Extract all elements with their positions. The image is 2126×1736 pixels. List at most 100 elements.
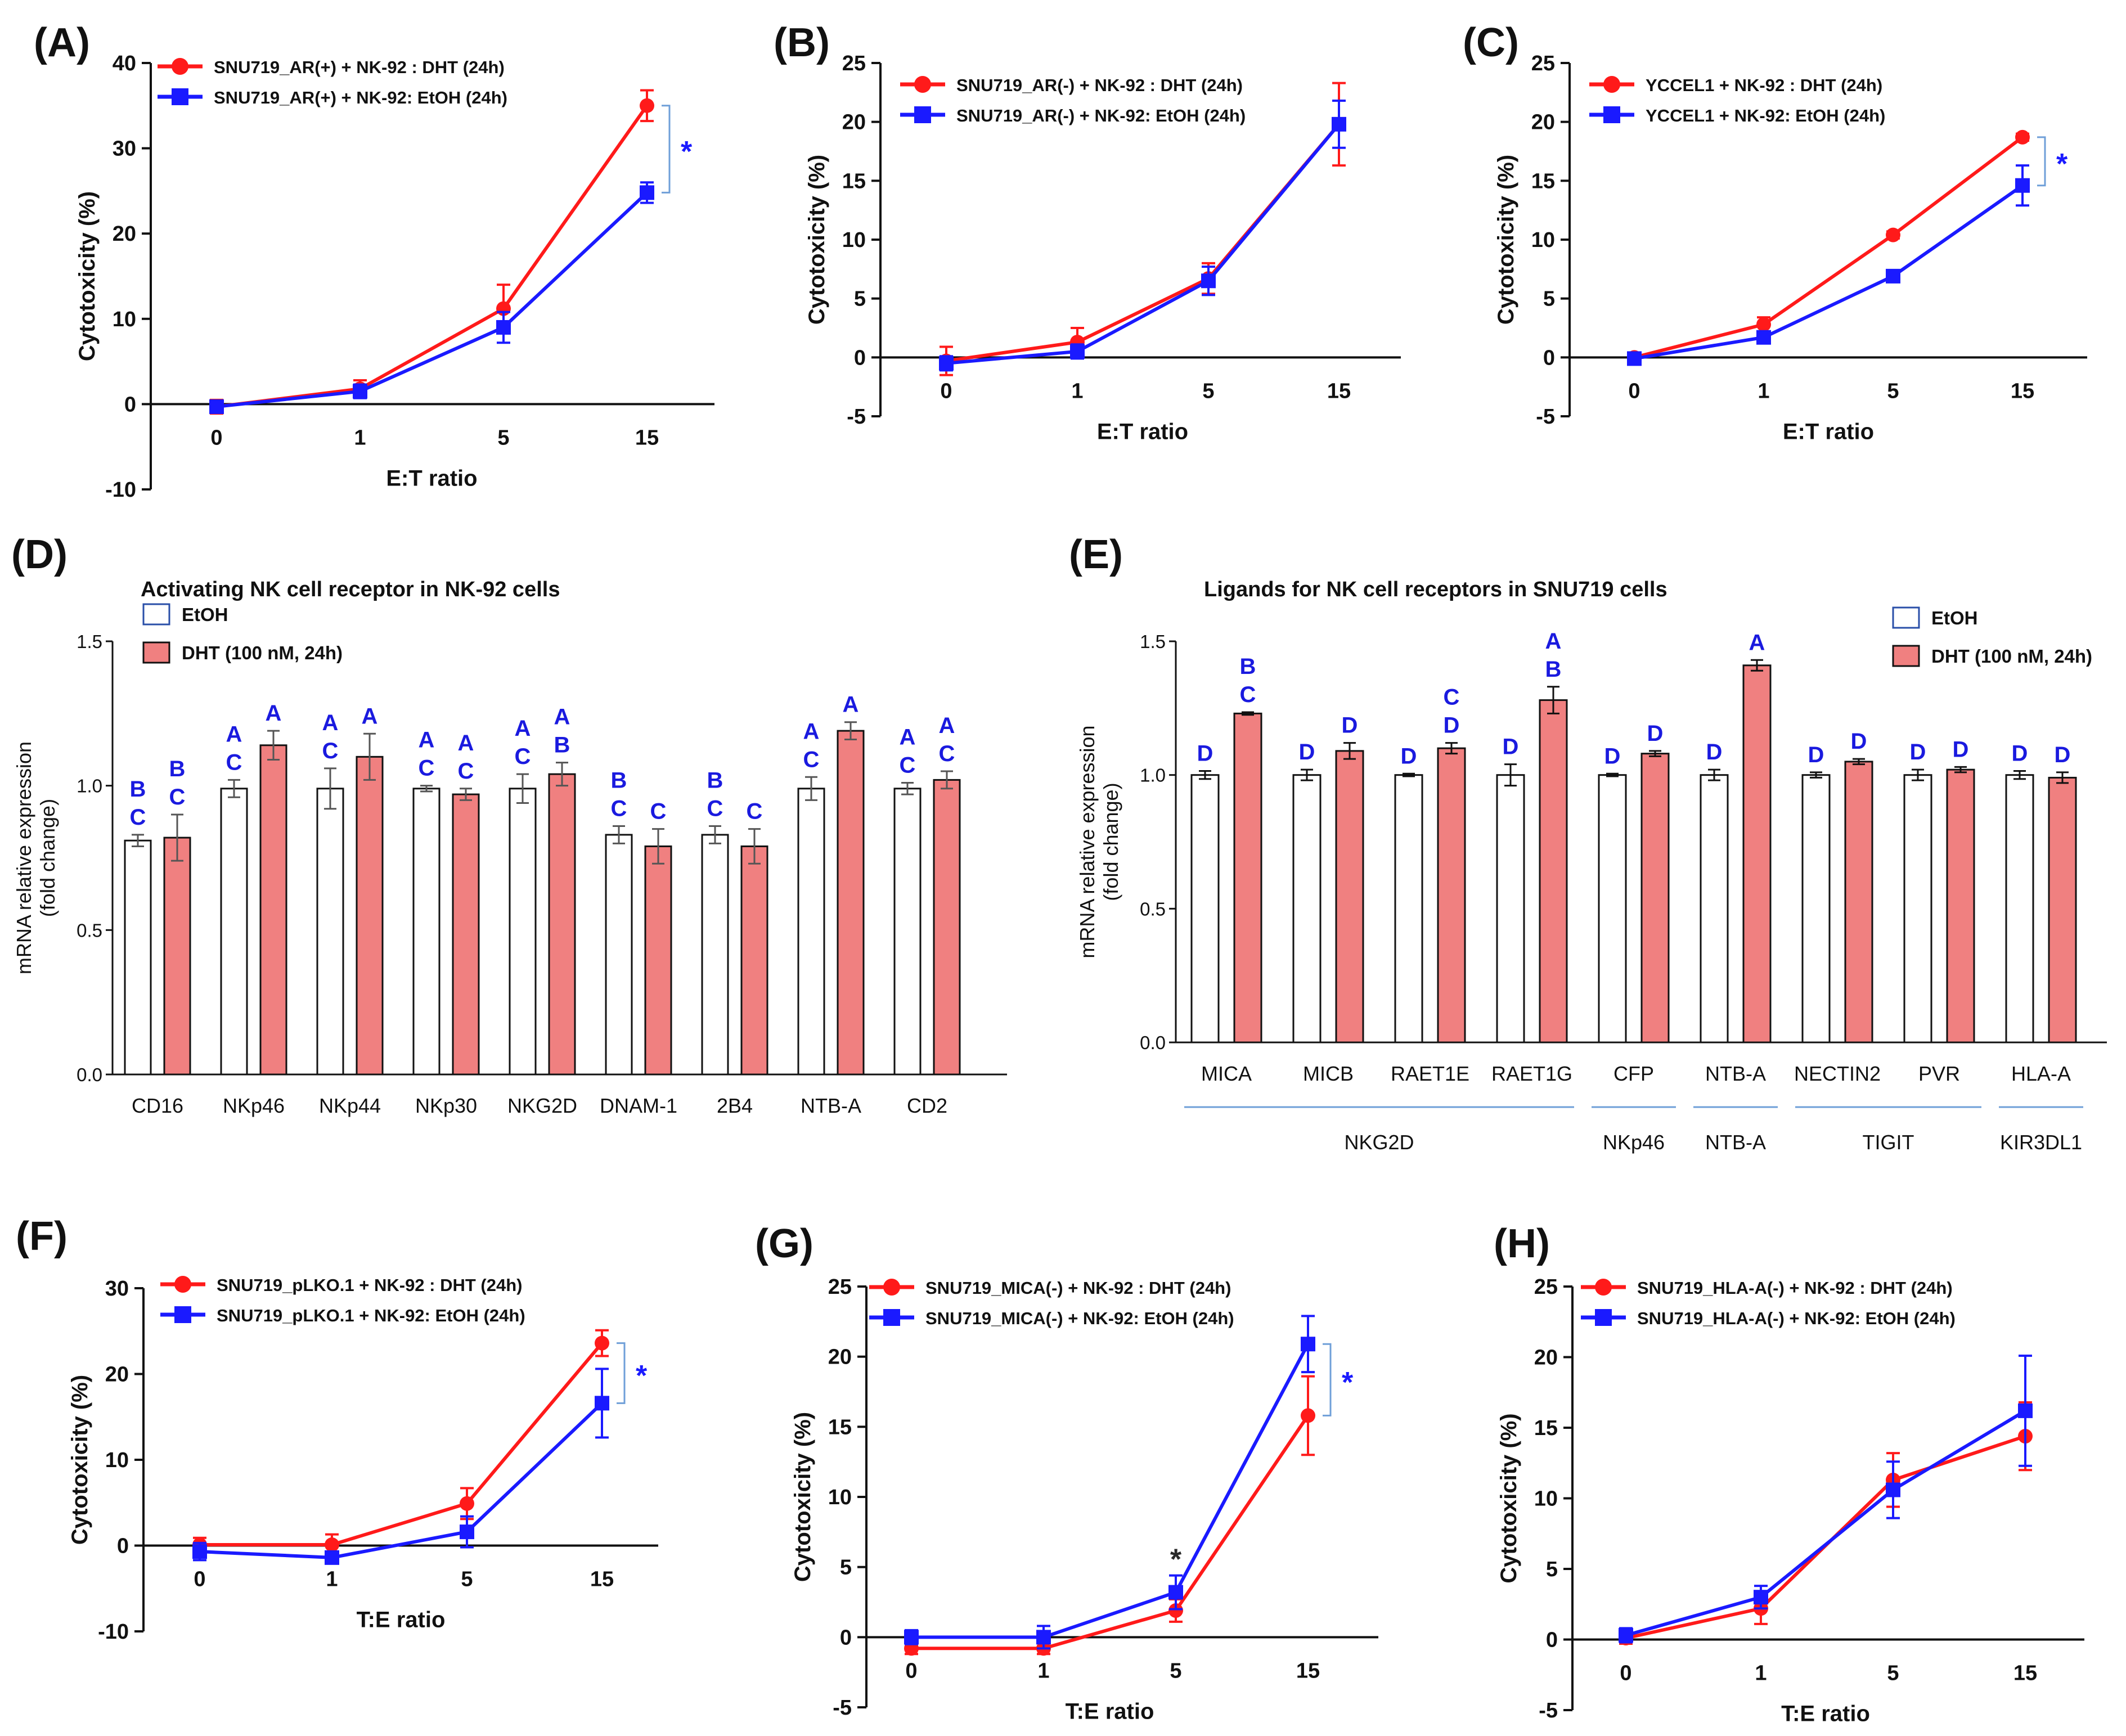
data-point — [939, 356, 954, 371]
y-tick-label: 0 — [1546, 1629, 1558, 1652]
significance-letter: B — [611, 768, 627, 793]
x-tick-label: 0 — [905, 1659, 917, 1683]
y-tick-label: 10 — [828, 1486, 852, 1509]
x-tick-label: 15 — [2013, 1662, 2037, 1685]
bar — [797, 788, 825, 1076]
legend-label: SNU719_HLA-A(-) + NK-92: EtOH (24h) — [1637, 1308, 1956, 1328]
data-point — [192, 1544, 207, 1559]
legend-marker — [1595, 1309, 1612, 1326]
legend-label: SNU719_MICA(-) + NK-92: EtOH (24h) — [925, 1308, 1234, 1328]
series-line — [911, 1343, 1310, 1639]
x-tick-label: 15 — [590, 1568, 614, 1591]
bar — [220, 788, 248, 1076]
group-label: NKG2D — [1344, 1131, 1414, 1154]
legend-swatch — [142, 641, 170, 664]
y-tick-label: 15 — [1534, 1416, 1558, 1440]
y-tick-label: 20 — [105, 1363, 129, 1387]
y-tick-label: 1.0 — [1140, 765, 1166, 786]
panel-label: (E) — [1069, 532, 1123, 577]
y-axis-title: Cytotoxicity (%) — [1494, 155, 1518, 325]
y-tick-label: 0.0 — [1140, 1032, 1166, 1053]
y-tick-label: 0 — [124, 393, 136, 416]
y-axis-title-line: (fold change) — [36, 799, 59, 917]
y-tick-label: 40 — [113, 52, 136, 75]
significance-letter: C — [803, 747, 820, 772]
y-axis-title: Cytotoxicity (%) — [790, 1412, 815, 1582]
legend-swatch — [1892, 606, 1920, 629]
chart-title: Ligands for NK cell receptors in SNU719 … — [1204, 578, 1667, 601]
x-tick-label: 5 — [1170, 1659, 1181, 1683]
significance-bracket — [1323, 1343, 1332, 1416]
significance-letter: A — [515, 716, 531, 741]
series-line — [1625, 1434, 2026, 1640]
x-tick-label: 5 — [1202, 379, 1214, 403]
series-line — [1634, 184, 2024, 361]
series-line — [216, 105, 649, 408]
y-axis-title: Cytotoxicity (%) — [75, 191, 100, 361]
data-point — [1168, 1603, 1183, 1618]
bar — [163, 836, 191, 1076]
significance-letter: B — [169, 757, 186, 781]
data-point — [353, 384, 367, 399]
data-point — [1886, 268, 1900, 284]
significance-star: * — [1170, 1544, 1182, 1576]
bar — [1394, 774, 1423, 1044]
legend-label: YCCEL1 + NK-92: EtOH (24h) — [1646, 106, 1885, 125]
significance-letter: D — [1706, 740, 1723, 764]
significance-letter: A — [843, 692, 859, 717]
significance-letter: D — [1503, 735, 1519, 759]
significance-letter: C — [458, 759, 474, 784]
legend-label: SNU719_AR(-) + NK-92 : DHT (24h) — [956, 75, 1243, 95]
y-tick-label: 0 — [117, 1535, 129, 1558]
bar — [644, 845, 672, 1076]
x-tick-label: 0 — [210, 426, 222, 449]
y-tick-label: 0.5 — [77, 920, 102, 941]
significance-letter: A — [1545, 629, 1562, 654]
x-axis-title: T:E ratio — [1066, 1699, 1154, 1724]
x-tick-label: HLA-A — [2011, 1062, 2071, 1085]
y-tick-label: 15 — [828, 1415, 852, 1439]
y-tick-label: 20 — [828, 1346, 852, 1369]
x-tick-label: 0 — [194, 1568, 205, 1591]
significance-letter: C — [650, 799, 667, 824]
data-point — [640, 98, 654, 113]
legend-marker — [174, 1276, 191, 1293]
bar — [701, 834, 729, 1076]
significance-letter: D — [1197, 741, 1213, 766]
x-tick-label: 2B4 — [717, 1094, 753, 1117]
significance-letter: D — [1604, 744, 1621, 768]
legend-marker — [883, 1279, 900, 1296]
bar — [1496, 774, 1525, 1044]
data-point — [1168, 1585, 1183, 1600]
x-tick-label: 5 — [1887, 379, 1899, 403]
significance-bracket — [2037, 136, 2046, 187]
x-tick-label: NTB-A — [801, 1094, 861, 1117]
data-point — [1754, 1590, 1768, 1605]
significance-letter: C — [169, 785, 186, 809]
significance-letter: A — [803, 719, 820, 744]
x-tick-label: 1 — [1755, 1662, 1767, 1685]
y-axis-title-line: mRNA relative expression — [12, 741, 35, 974]
bar — [1598, 774, 1627, 1044]
bar — [605, 834, 633, 1076]
bar — [509, 788, 537, 1076]
legend-label: SNU719_pLKO.1 + NK-92 : DHT (24h) — [217, 1275, 522, 1295]
x-tick-label: 1 — [1758, 379, 1769, 403]
y-tick-label: 0 — [840, 1626, 852, 1649]
bar — [316, 788, 344, 1076]
bar — [1903, 774, 1932, 1044]
x-tick-label: 15 — [1327, 379, 1351, 403]
x-tick-label: 15 — [635, 426, 659, 449]
data-point — [496, 320, 511, 335]
significance-letter: D — [1647, 721, 1664, 746]
significance-letter: B — [554, 733, 570, 758]
y-tick-label: 10 — [842, 228, 866, 252]
significance-letter: B — [1545, 657, 1562, 682]
significance-letter: C — [226, 750, 242, 775]
significance-star: * — [681, 136, 693, 168]
legend-marker — [172, 58, 188, 75]
data-point — [325, 1550, 339, 1565]
series-line — [911, 1414, 1310, 1650]
x-tick-label: CD2 — [907, 1094, 947, 1117]
